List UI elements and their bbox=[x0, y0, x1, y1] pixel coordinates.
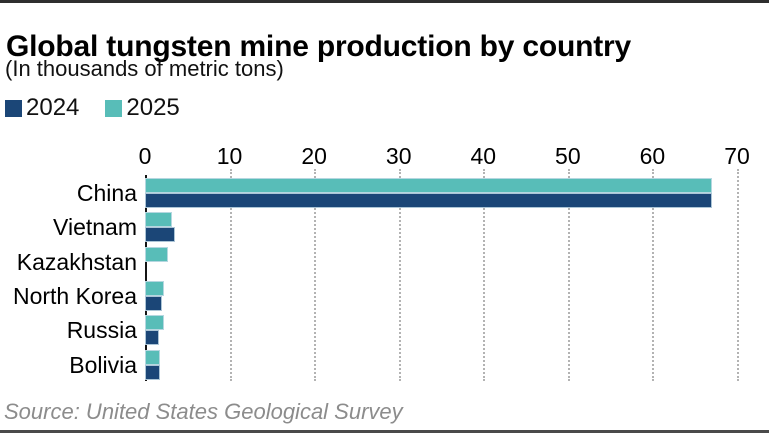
bar-2024 bbox=[145, 295, 162, 311]
gridline bbox=[398, 169, 401, 381]
category-label: North Korea bbox=[12, 282, 137, 309]
x-axis-tick-label: 60 bbox=[639, 143, 666, 169]
legend-swatch-2024 bbox=[5, 99, 22, 117]
bar-2024 bbox=[145, 193, 712, 208]
category-label: Vietnam bbox=[53, 214, 137, 241]
y-axis-line bbox=[145, 175, 147, 381]
chart-row: Bolivia bbox=[0, 348, 769, 382]
bar-2025 bbox=[145, 315, 164, 331]
chart-row: Kazakhstan bbox=[0, 245, 769, 279]
x-axis-tick-label: 20 bbox=[301, 143, 327, 169]
x-axis-tick-label: 50 bbox=[555, 143, 581, 169]
bar-2025 bbox=[145, 178, 712, 193]
bar-2024 bbox=[145, 364, 161, 380]
category-label: Bolivia bbox=[69, 351, 137, 378]
gridline bbox=[737, 169, 739, 381]
x-axis-tick-label: 70 bbox=[724, 143, 750, 169]
top-rule bbox=[0, 0, 769, 3]
legend-label: 2024 bbox=[26, 94, 80, 121]
legend-label: 2025 bbox=[126, 94, 180, 121]
legend: 2024 2025 bbox=[5, 94, 180, 121]
category-label: Kazakhstan bbox=[16, 248, 137, 275]
bar-2024 bbox=[145, 330, 159, 346]
chart-subtitle: (In thousands of metric tons) bbox=[5, 56, 284, 81]
bottom-rule bbox=[0, 430, 769, 433]
chart-row: China bbox=[0, 176, 769, 210]
x-axis-tick-label: 40 bbox=[470, 143, 497, 169]
legend-item: 2025 bbox=[105, 94, 180, 121]
gridline bbox=[229, 169, 232, 381]
category-label: Russia bbox=[66, 317, 137, 344]
category-label: China bbox=[76, 180, 137, 206]
gridline bbox=[567, 169, 570, 381]
bar-2024 bbox=[145, 227, 175, 243]
source-note: Source: United States Geological Survey bbox=[4, 399, 403, 424]
chart-row: Russia bbox=[0, 313, 769, 347]
bar-2025 bbox=[145, 246, 168, 262]
chart-row: North Korea bbox=[0, 279, 769, 313]
gridline bbox=[314, 169, 317, 381]
chart-title: Global tungsten mine production by count… bbox=[6, 30, 631, 64]
bar-2025 bbox=[145, 349, 161, 365]
legend-item: 2024 bbox=[5, 94, 80, 121]
legend-swatch-2025 bbox=[105, 99, 123, 117]
bar-2025 bbox=[145, 280, 164, 296]
bar-2025 bbox=[145, 212, 173, 228]
gridline bbox=[652, 169, 655, 381]
x-axis-tick-label: 30 bbox=[385, 143, 412, 169]
gridline bbox=[483, 169, 486, 381]
bar-chart: 0 10 20 30 40 50 60 70 China Vietnam Kazakhstan Nor… bbox=[0, 135, 769, 390]
x-axis-tick-label: 0 bbox=[138, 143, 152, 169]
x-axis-tick-label: 10 bbox=[216, 143, 243, 169]
chart-row: Vietnam bbox=[0, 210, 769, 244]
